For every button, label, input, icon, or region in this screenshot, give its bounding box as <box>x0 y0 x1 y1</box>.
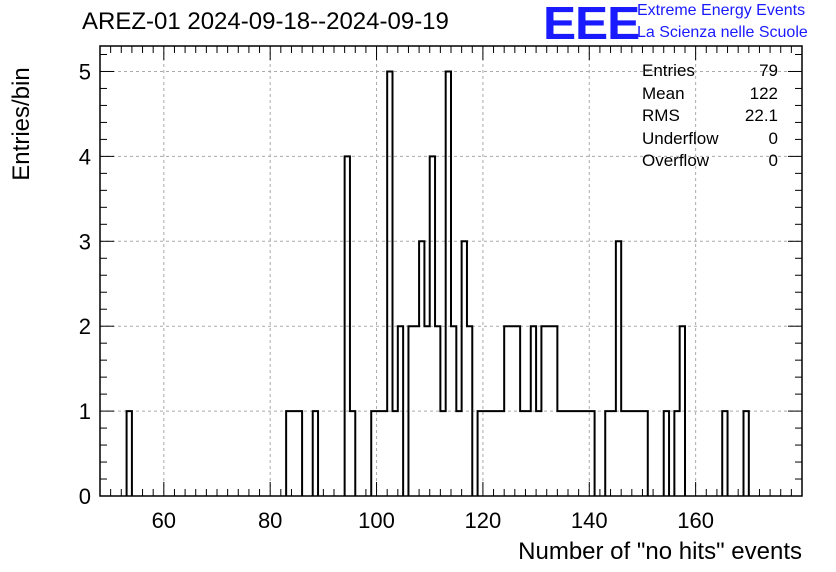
stat-label: Mean <box>642 83 685 103</box>
chart-title: AREZ-01 2024-09-18--2024-09-19 <box>82 8 449 35</box>
x-tick-label: 120 <box>465 508 502 533</box>
stat-value: 122 <box>749 83 778 103</box>
x-tick-label: 100 <box>358 508 395 533</box>
stat-value: 0 <box>768 128 778 148</box>
stat-label: Overflow <box>642 151 710 170</box>
y-tick-label: 3 <box>79 229 91 254</box>
y-tick-label: 5 <box>79 59 91 84</box>
stat-row-overflow: Overflow 0 <box>642 150 778 173</box>
stat-label: Underflow <box>642 128 719 148</box>
stat-label: Entries <box>642 61 695 80</box>
logo-line-2: La Scienza nelle Scuole <box>637 24 808 41</box>
histogram-outline <box>125 70 750 496</box>
logo-line-1: Extreme Energy Events <box>637 2 806 19</box>
x-tick-label: 60 <box>152 508 176 533</box>
y-tick-label: 4 <box>79 144 91 169</box>
stat-row-rms: RMS 22.1 <box>642 105 778 128</box>
y-axis-label: Entries/bin <box>8 67 35 181</box>
x-tick-label: 80 <box>258 508 282 533</box>
stat-row-underflow: Underflow 0 <box>642 128 778 151</box>
stat-label: RMS <box>642 106 680 125</box>
x-tick-label: 160 <box>677 508 714 533</box>
stat-value: 79 <box>759 61 778 80</box>
x-axis-label: Number of "no hits" events <box>518 538 802 565</box>
x-tick-label: 140 <box>571 508 608 533</box>
y-tick-label: 1 <box>79 399 91 424</box>
stats-box: Entries 79 Mean 122 RMS 22.1 Underflow 0… <box>642 60 778 173</box>
eee-logo-mark: EEE <box>543 0 640 49</box>
y-tick-label: 2 <box>79 314 91 339</box>
stat-row-mean: Mean 122 <box>642 83 778 106</box>
stat-value: 22.1 <box>744 106 778 125</box>
stat-value: 0 <box>768 151 778 170</box>
y-tick-label: 0 <box>79 484 91 509</box>
stat-row-entries: Entries 79 <box>642 60 778 83</box>
